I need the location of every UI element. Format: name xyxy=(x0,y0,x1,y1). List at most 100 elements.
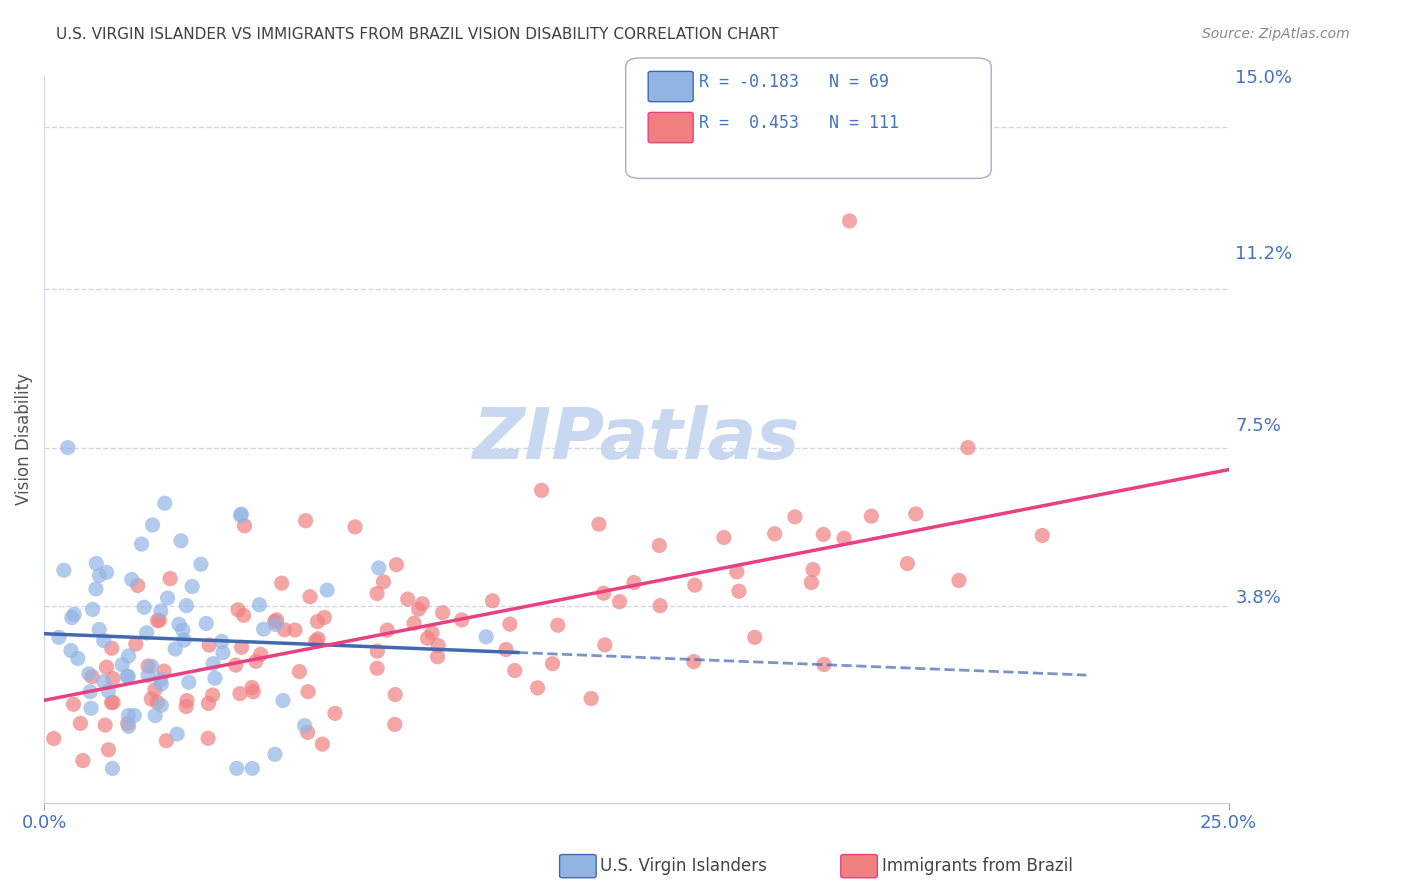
Point xyxy=(159,572,181,586)
Point xyxy=(240,761,263,775)
Point xyxy=(84,557,107,571)
Point xyxy=(229,508,252,523)
Point xyxy=(294,718,316,732)
Point xyxy=(166,727,188,741)
Point xyxy=(226,603,249,617)
Point xyxy=(93,674,115,689)
Point xyxy=(202,657,225,671)
Point xyxy=(134,600,156,615)
Point xyxy=(82,602,104,616)
Point xyxy=(801,563,824,577)
Point xyxy=(402,616,425,631)
Point xyxy=(117,719,139,733)
Point xyxy=(97,684,120,698)
Point xyxy=(167,617,190,632)
Point xyxy=(271,693,294,707)
Point xyxy=(307,632,329,646)
Point xyxy=(155,733,177,747)
Point xyxy=(450,613,472,627)
Point xyxy=(427,639,450,653)
Point xyxy=(783,509,806,524)
Point xyxy=(229,687,252,701)
Point xyxy=(838,214,860,228)
Point xyxy=(62,698,84,712)
Point xyxy=(111,657,134,672)
Point xyxy=(93,633,115,648)
Point xyxy=(832,531,855,545)
Point xyxy=(60,610,83,624)
Point xyxy=(150,698,173,713)
Point xyxy=(66,651,89,665)
Point xyxy=(56,441,79,455)
Point xyxy=(249,598,271,612)
Text: R = -0.183   N = 69: R = -0.183 N = 69 xyxy=(699,73,889,91)
Point xyxy=(297,684,319,698)
Point xyxy=(96,566,118,580)
Point xyxy=(177,675,200,690)
Point xyxy=(1031,528,1053,542)
Point xyxy=(42,731,65,746)
Point xyxy=(101,761,124,775)
Point xyxy=(63,607,86,622)
Point xyxy=(384,688,406,702)
Point xyxy=(148,613,170,627)
Point xyxy=(48,630,70,644)
Point xyxy=(77,667,100,681)
Point xyxy=(97,743,120,757)
Point xyxy=(125,637,148,651)
Point xyxy=(366,661,388,675)
Text: R =  0.453   N = 111: R = 0.453 N = 111 xyxy=(699,114,898,132)
Point xyxy=(426,649,449,664)
Point xyxy=(245,654,267,668)
Point xyxy=(143,682,166,697)
Point xyxy=(375,623,398,637)
Text: Immigrants from Brazil: Immigrants from Brazil xyxy=(882,857,1073,875)
Point xyxy=(190,558,212,572)
Point xyxy=(579,691,602,706)
Point xyxy=(173,633,195,648)
Point xyxy=(298,590,321,604)
Point xyxy=(648,538,671,552)
Point xyxy=(623,575,645,590)
Point xyxy=(294,514,316,528)
Point xyxy=(588,517,610,532)
Point xyxy=(231,640,253,655)
Point xyxy=(176,599,198,613)
Point xyxy=(84,582,107,596)
Point xyxy=(305,634,328,648)
Point xyxy=(149,604,172,618)
Point xyxy=(373,574,395,589)
Point xyxy=(141,518,163,533)
Point xyxy=(115,669,138,683)
Point xyxy=(131,537,153,551)
Point xyxy=(146,614,169,628)
Point xyxy=(270,576,292,591)
Point xyxy=(79,684,101,698)
Point xyxy=(316,583,339,598)
Point xyxy=(728,584,751,599)
Point xyxy=(211,634,233,648)
Point xyxy=(212,646,235,660)
Point xyxy=(174,699,197,714)
Point xyxy=(153,496,176,510)
Point xyxy=(149,673,172,687)
Point xyxy=(416,632,439,646)
Point xyxy=(240,681,263,695)
Point xyxy=(122,708,145,723)
Point xyxy=(165,642,187,657)
Y-axis label: Vision Disability: Vision Disability xyxy=(15,373,32,505)
Point xyxy=(860,509,883,524)
Point xyxy=(121,573,143,587)
Point xyxy=(101,696,124,710)
Point xyxy=(59,643,82,657)
Point xyxy=(344,520,367,534)
Point xyxy=(172,623,194,637)
Point xyxy=(135,625,157,640)
Point xyxy=(499,617,522,632)
Point xyxy=(136,659,159,673)
Point xyxy=(314,610,336,624)
Point xyxy=(89,623,111,637)
Point xyxy=(69,716,91,731)
Point xyxy=(420,625,443,640)
Point xyxy=(396,592,419,607)
